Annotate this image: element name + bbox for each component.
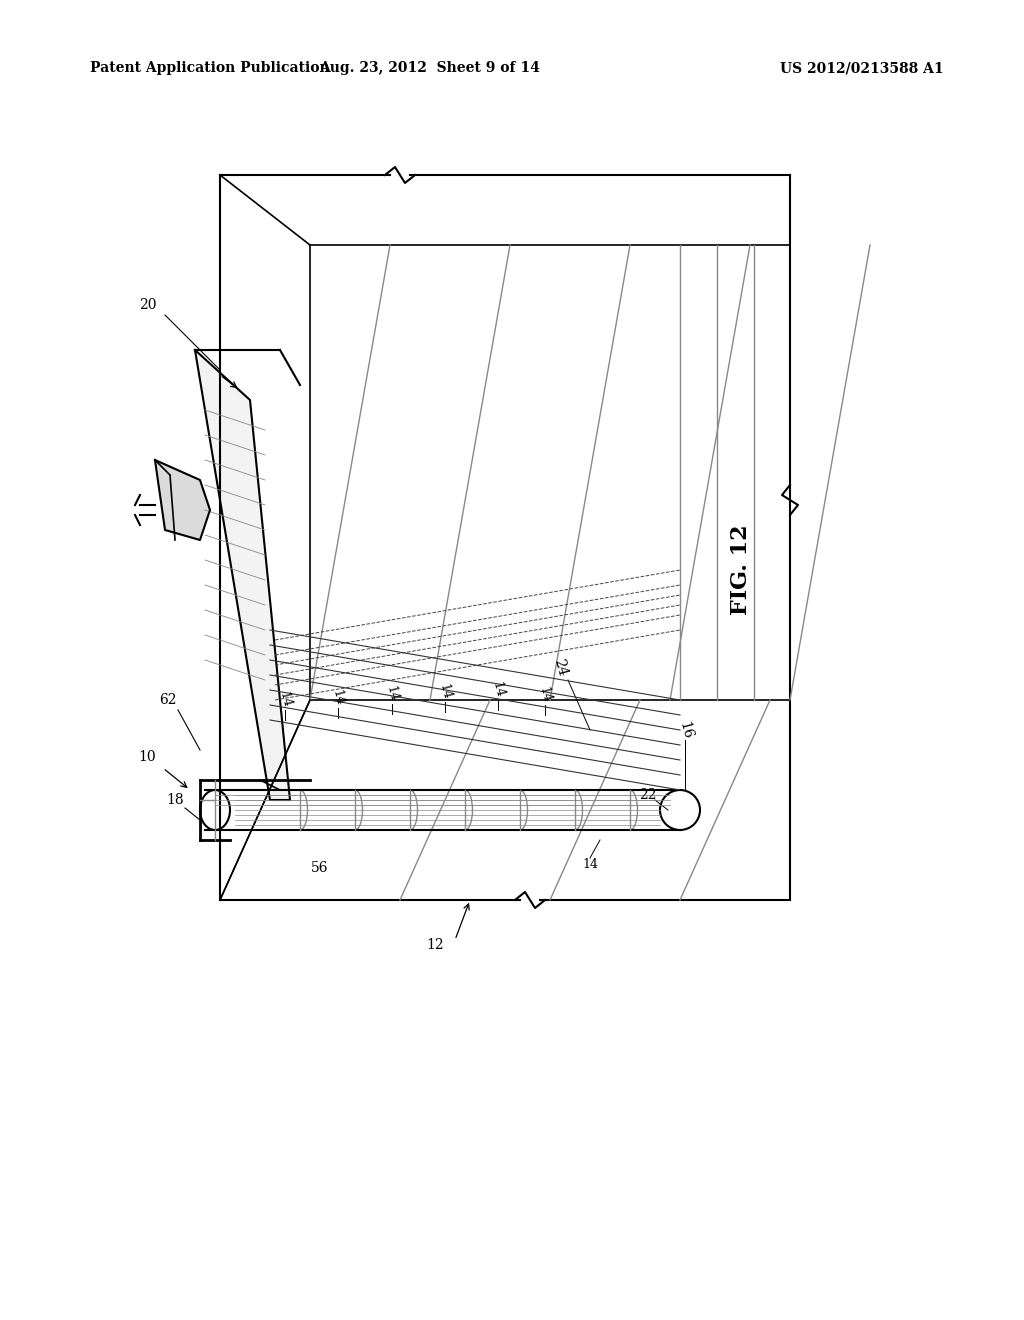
Text: 14: 14 xyxy=(537,685,553,705)
Text: 14: 14 xyxy=(276,690,293,709)
Text: 24: 24 xyxy=(551,656,569,677)
Text: 14: 14 xyxy=(489,681,506,700)
Text: 20: 20 xyxy=(139,298,157,312)
Text: Aug. 23, 2012  Sheet 9 of 14: Aug. 23, 2012 Sheet 9 of 14 xyxy=(319,61,541,75)
Text: 16: 16 xyxy=(676,719,694,741)
Text: US 2012/0213588 A1: US 2012/0213588 A1 xyxy=(780,61,944,75)
Text: 12: 12 xyxy=(426,939,443,952)
Text: 10: 10 xyxy=(138,750,156,764)
Text: 22: 22 xyxy=(639,788,656,803)
Text: Patent Application Publication: Patent Application Publication xyxy=(90,61,330,75)
Text: 62: 62 xyxy=(160,693,177,708)
Text: 14: 14 xyxy=(582,858,598,871)
Text: 56: 56 xyxy=(311,861,329,875)
Text: FIG. 12: FIG. 12 xyxy=(730,524,752,615)
Polygon shape xyxy=(155,459,210,540)
Text: 14: 14 xyxy=(330,689,346,708)
Text: 14: 14 xyxy=(384,685,400,704)
Polygon shape xyxy=(195,350,290,800)
Text: 18: 18 xyxy=(166,793,184,807)
Text: 14: 14 xyxy=(436,682,454,701)
